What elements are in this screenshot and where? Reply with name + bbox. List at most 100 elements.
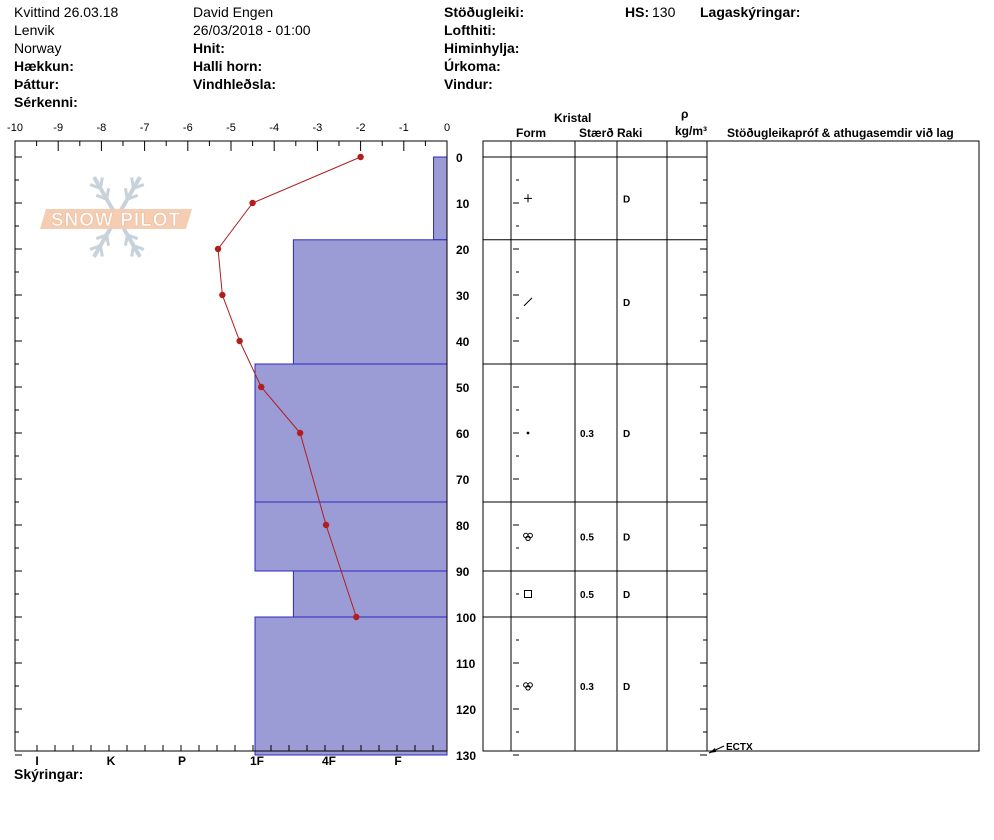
logo-text: SNOW PILOT [51, 210, 181, 231]
temp-tick-label: -5 [226, 122, 236, 134]
depth-tick-label: 30 [456, 289, 470, 303]
density-symbol: ρ [681, 107, 689, 121]
stability-label: Stöðugleiki: [444, 4, 525, 20]
rounded-grain-icon [526, 431, 530, 435]
moisture-value: D [623, 533, 630, 544]
temperature-point [296, 429, 304, 437]
temperature-point [249, 199, 256, 207]
crystal-size-value: 0.5 [580, 533, 594, 544]
depth-tick-label: 10 [456, 197, 470, 211]
logo-flake-branch [89, 244, 101, 251]
temp-tick-label: -8 [97, 122, 107, 134]
precip-label: Úrkoma: [444, 58, 501, 74]
logo-flake-branch [123, 187, 129, 200]
depth-tick-label: 100 [456, 611, 476, 625]
logo-flake-branch [133, 183, 145, 190]
hardness-label: P [178, 754, 186, 768]
hs-value: 130 [652, 4, 676, 20]
temperature-point [236, 337, 243, 345]
crystal-form-icon [523, 532, 533, 541]
logo-flake-branch [123, 234, 129, 247]
crystal-form-icon [526, 431, 530, 435]
depth-tick-label: 40 [456, 335, 470, 349]
elevation-label: Hækkun: [14, 58, 74, 74]
moisture-value: D [623, 429, 630, 440]
hardness-layer-bar [292, 239, 448, 365]
temp-tick-label: -3 [313, 122, 323, 134]
moisture-value: D [623, 682, 630, 693]
size-header: Stærð [579, 126, 614, 140]
moisture-value: D [623, 590, 630, 601]
temp-tick-label: -2 [356, 122, 366, 134]
crystal-form-icon [523, 682, 533, 691]
wind-label: Vindur: [444, 76, 493, 92]
temp-tick-label: -6 [183, 122, 193, 134]
temperature-point [214, 245, 222, 253]
datetime: 26/03/2018 - 01:00 [193, 22, 311, 38]
depth-tick-label: 70 [456, 473, 470, 487]
depth-tick-label: 0 [456, 151, 463, 165]
temp-tick-label: -9 [53, 122, 63, 134]
depth-tick-label: 110 [456, 657, 476, 671]
logo-flake-branch [126, 193, 139, 201]
crystal-header: Kristal [554, 111, 592, 125]
temperature-point [219, 291, 226, 299]
crystal-form-icon [524, 194, 532, 203]
coords-label: Hnit: [193, 40, 225, 56]
moisture-header: Raki [617, 126, 643, 140]
crystal-size-value: 0.3 [580, 682, 594, 693]
temp-tick-label: -7 [140, 122, 150, 134]
temp-tick-label: -1 [399, 122, 409, 134]
faceted-crystal-icon [524, 590, 532, 598]
temp-tick-label: 0 [444, 122, 450, 134]
hardness-label: 4F [322, 754, 336, 768]
temp-tick-label: -10 [7, 122, 23, 134]
hardness-label: K [107, 754, 116, 768]
density-unit: kg/m³ [675, 124, 708, 138]
hardness-label: I [35, 754, 38, 768]
crystal-size-value: 0.5 [580, 590, 594, 601]
logo-flake-branch [130, 177, 136, 189]
logo-flake-branch [95, 233, 108, 241]
crystal-size-value: 0.3 [580, 429, 594, 440]
logo-flake-branch [95, 193, 108, 201]
location: Lenvik [14, 22, 55, 38]
airtemp-label: Lofthiti: [444, 22, 497, 38]
hardness-label: F [394, 754, 401, 768]
legend-label: Skýringar: [14, 766, 84, 782]
crystal-form-icon [524, 590, 532, 598]
logo-flake-branch [105, 234, 111, 247]
temp-tick-label: -4 [269, 122, 279, 134]
comments-header: Stöðugleikapróf & athugasemdir við lag [727, 126, 954, 140]
test-pointer-arrow [709, 748, 716, 753]
hardness-layer-bar [292, 570, 448, 618]
features-label: Sérkenni: [14, 94, 78, 110]
slope-label: Halli horn: [193, 58, 263, 74]
moisture-value: D [623, 194, 630, 205]
logo-flake-branch [126, 233, 139, 241]
form-header: Form [516, 126, 546, 140]
sky-label: Himinhylja: [444, 40, 520, 56]
temperature-point [322, 521, 330, 529]
logo-banner [40, 209, 192, 229]
test-result-label: ECTX [726, 742, 753, 753]
decomposed-fragment-icon [523, 297, 533, 307]
observer: David Engen [193, 4, 274, 20]
crystal-form-icon [523, 297, 533, 307]
logo-flake-branch [98, 177, 104, 189]
hs-label: HS: [625, 4, 650, 20]
logo-flake-branch [133, 244, 145, 251]
layer-table-frame [482, 140, 980, 752]
moisture-value: D [623, 298, 630, 309]
windload-label: Vindhleðsla: [193, 76, 276, 92]
depth-tick-label: 90 [456, 565, 470, 579]
depth-tick-label: 130 [456, 749, 476, 763]
depth-tick-label: 50 [456, 381, 470, 395]
country: Norway [14, 40, 62, 56]
logo-flake-branch [89, 183, 101, 190]
depth-tick-label: 120 [456, 703, 476, 717]
temperature-point [353, 613, 360, 621]
melt-form-icon [525, 535, 531, 541]
hardness-layer-bar [254, 501, 448, 572]
